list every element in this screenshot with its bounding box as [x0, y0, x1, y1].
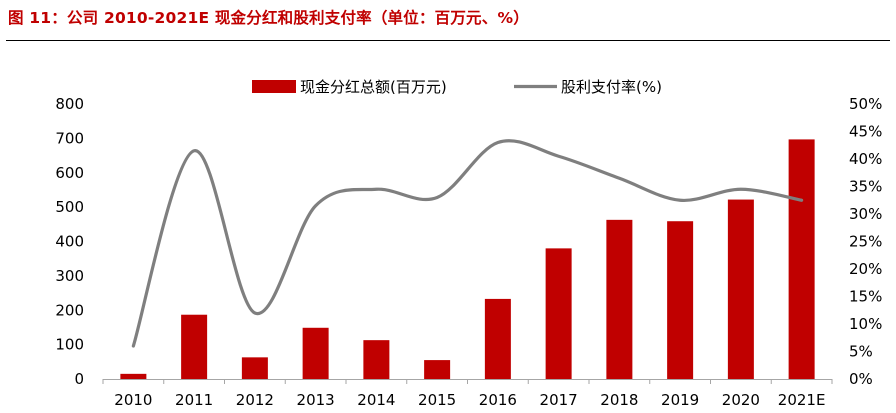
y-left-tick-label: 300 [55, 267, 84, 285]
legend-label-line: 股利支付率(%) [561, 78, 662, 96]
x-tick-label: 2017 [540, 391, 578, 409]
y-right-tick-label: 0% [849, 370, 873, 388]
y-right-tick-label: 40% [849, 150, 882, 168]
x-tick-label: 2020 [722, 391, 760, 409]
bar [606, 219, 633, 379]
y-right-tick-label: 5% [849, 343, 873, 361]
y-right-tick-label: 30% [849, 205, 882, 223]
y-left-tick-label: 500 [55, 198, 84, 216]
y-left-tick-label: 100 [55, 336, 84, 354]
bar [545, 248, 572, 379]
y-left-tick-label: 600 [55, 164, 84, 182]
bar [181, 314, 208, 379]
y-right-tick-label: 25% [849, 233, 882, 251]
legend-label-bar: 现金分红总额(百万元) [300, 78, 447, 96]
legend-swatch-bar [252, 80, 296, 93]
bar [424, 360, 451, 379]
x-tick-label: 2018 [600, 391, 638, 409]
y-left-tick-label: 400 [55, 233, 84, 251]
x-tick-label: 2014 [357, 391, 395, 409]
bar [727, 199, 754, 379]
series-line-payout-ratio [131, 139, 804, 348]
bar [667, 221, 694, 379]
bar [484, 298, 511, 379]
x-tick-label: 2015 [418, 391, 456, 409]
x-tick-label: 2016 [479, 391, 517, 409]
x-tick-label: 2013 [297, 391, 335, 409]
y-left-tick-label: 200 [55, 301, 84, 319]
bar [788, 139, 815, 379]
bar [302, 327, 329, 379]
x-tick-label: 2012 [236, 391, 274, 409]
y-right-tick-label: 35% [849, 178, 882, 196]
x-tick-label: 2019 [661, 391, 699, 409]
x-tick-label: 2021E [778, 391, 826, 409]
title-underline [6, 40, 890, 41]
x-tick-label: 2010 [114, 391, 152, 409]
x-tick-label: 2011 [175, 391, 213, 409]
y-left-tick-label: 0 [74, 370, 84, 388]
chart-title: 图 11：公司 2010-2021E 现金分红和股利支付率（单位：百万元、%） [8, 9, 529, 27]
y-right-tick-label: 15% [849, 288, 882, 306]
y-left-tick-label: 700 [55, 129, 84, 147]
y-right-tick-label: 10% [849, 315, 882, 333]
y-right-tick-label: 20% [849, 260, 882, 278]
y-right-tick-label: 50% [849, 95, 882, 113]
y-left-tick-label: 800 [55, 95, 84, 113]
y-right-tick-label: 45% [849, 123, 882, 141]
bar [120, 373, 147, 379]
bar [241, 357, 268, 379]
bar [363, 340, 390, 379]
